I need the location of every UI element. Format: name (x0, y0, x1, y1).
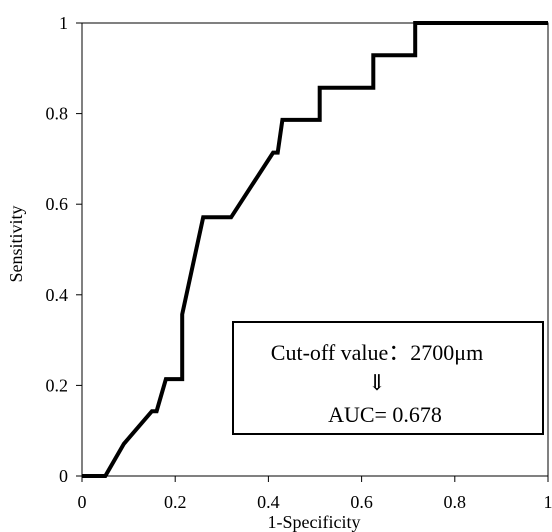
x-tick-label: 0.2 (164, 492, 187, 512)
series-layer (82, 21, 548, 478)
annotation-arrow: ⇓ (368, 370, 386, 395)
x-tick-label: 0 (78, 492, 87, 512)
y-tick-label: 0.2 (46, 375, 69, 395)
y-tick-labels: 0 0.2 0.4 0.6 0.8 1 (46, 13, 69, 486)
tick-marks (76, 22, 549, 482)
y-tick-label: 0 (59, 466, 68, 486)
y-tick-label: 0.6 (46, 194, 69, 214)
y-axis-title: Sensitivity (6, 205, 26, 282)
annotation-cutoff-text: Cut-off value：2700μm (271, 340, 483, 365)
x-tick-label: 0.6 (350, 492, 373, 512)
x-tick-label: 0.8 (444, 492, 467, 512)
x-tick-labels: 0 0.2 0.4 0.6 0.8 1 (78, 492, 552, 512)
x-axis-title: 1-Specificity (268, 512, 361, 532)
annotation-auc-text: AUC= 0.678 (328, 402, 442, 427)
annotation-frame (232, 321, 544, 435)
x-tick-label: 0.4 (257, 492, 280, 512)
plot-frame (81, 22, 549, 477)
y-tick-label: 0.8 (46, 104, 69, 124)
y-tick-label: 1 (59, 13, 68, 33)
x-tick-label: 1 (544, 492, 552, 512)
plot-area-border (81, 22, 549, 477)
roc-curve-line (82, 21, 548, 478)
annotation-box: Cut-off value：2700μm ⇓ AUC= 0.678 (232, 321, 544, 435)
y-tick-label: 0.4 (46, 285, 69, 305)
